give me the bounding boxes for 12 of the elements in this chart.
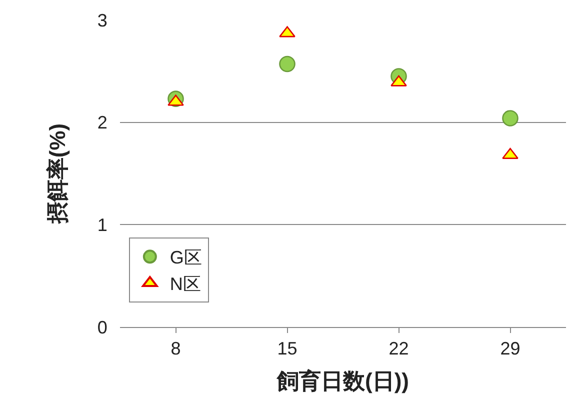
y-tick-label: 3 (97, 10, 108, 30)
x-axis-title: 飼育日数(日)) (276, 368, 409, 394)
legend-label: G区 (170, 248, 202, 268)
x-tick-label: 8 (170, 338, 181, 359)
y-tick-label: 1 (97, 214, 108, 235)
legend-label: N区 (170, 274, 201, 294)
x-tick-label: 29 (500, 338, 520, 359)
x-tick-label: 22 (388, 338, 409, 359)
y-tick-label: 2 (97, 112, 108, 133)
x-tick-label: 15 (277, 338, 298, 359)
y-tick-label: 0 (97, 317, 108, 338)
y-axis-title: 摂餌率(%) (45, 123, 70, 225)
